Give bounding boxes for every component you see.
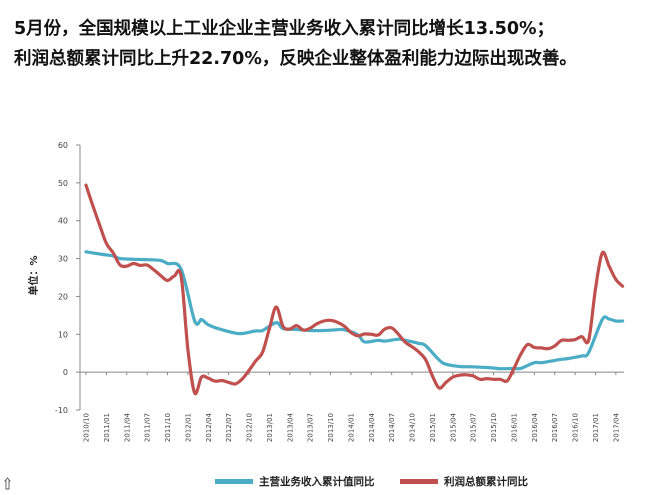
legend-swatch-profit bbox=[400, 479, 438, 484]
x-tick-label: 2016/07 bbox=[551, 413, 559, 442]
legend-label-revenue: 主营业务收入累计值同比 bbox=[259, 476, 375, 488]
legend-item-profit: 利润总额累计同比 bbox=[400, 474, 528, 489]
x-tick-label: 2013/10 bbox=[327, 413, 335, 442]
x-tick-label: 2016/04 bbox=[531, 412, 539, 442]
x-tick-label: 2015/10 bbox=[490, 413, 498, 442]
x-tick-label: 2015/01 bbox=[429, 413, 437, 442]
x-tick-label: 2012/10 bbox=[246, 413, 254, 442]
x-tick-label: 2017/04 bbox=[612, 412, 620, 442]
x-tick-label: 2011/10 bbox=[164, 413, 172, 442]
x-tick-label: 2013/07 bbox=[307, 413, 315, 442]
x-tick-label: 2012/01 bbox=[184, 413, 192, 442]
chart-axes: -10 0 10 20 30 40 50 60 单位：% 2010/10 2011/01 2011/0… bbox=[27, 141, 624, 442]
y-tick-label: 10 bbox=[58, 330, 68, 339]
x-tick-label: 2013/01 bbox=[266, 413, 274, 442]
y-tick-label: 30 bbox=[58, 255, 68, 264]
x-tick-label: 2014/01 bbox=[347, 413, 355, 442]
y-tick-label: 60 bbox=[58, 141, 68, 150]
x-tick-label: 2010/10 bbox=[83, 413, 91, 442]
x-tick-label: 2016/01 bbox=[510, 413, 518, 442]
y-tick-label: -10 bbox=[55, 406, 68, 415]
legend-item-revenue: 主营业务收入累计值同比 bbox=[215, 474, 375, 489]
y-tick-label: 20 bbox=[58, 292, 68, 301]
headline: 5月份，全国规模以上工业企业主营业务收入累计同比增长13.50%； 利润总额累计… bbox=[14, 14, 639, 74]
y-axis-label: 单位：% bbox=[27, 255, 40, 295]
headline-line-1: 5月份，全国规模以上工业企业主营业务收入累计同比增长13.50%； bbox=[14, 19, 555, 39]
x-tick-label: 2014/04 bbox=[368, 412, 376, 442]
x-tick-label: 2016/10 bbox=[572, 413, 580, 442]
headline-line-2: 利润总额累计同比上升22.70%，反映企业整体盈利能力边际出现改善。 bbox=[14, 49, 577, 69]
x-tick-label: 2011/07 bbox=[144, 413, 152, 442]
x-tick-label: 2011/04 bbox=[123, 412, 131, 442]
x-tick-label: 2015/04 bbox=[449, 412, 457, 442]
x-tick-label: 2012/07 bbox=[225, 413, 233, 442]
legend-label-profit: 利润总额累计同比 bbox=[444, 476, 528, 488]
legend-swatch-revenue bbox=[215, 479, 253, 484]
arrow-icon bbox=[4, 477, 11, 490]
y-tick-label: 50 bbox=[58, 179, 68, 188]
y-tick-label: 0 bbox=[63, 368, 68, 377]
x-tick-label: 2012/04 bbox=[205, 412, 213, 442]
series-line-0 bbox=[84, 250, 625, 371]
x-tick-label: 2013/04 bbox=[286, 412, 294, 442]
y-tick-label: 40 bbox=[58, 217, 68, 226]
chart-series bbox=[84, 183, 625, 396]
x-tick-label: 2015/07 bbox=[470, 413, 478, 442]
x-tick-label: 2014/10 bbox=[409, 413, 417, 442]
x-tick-label: 2017/01 bbox=[592, 413, 600, 442]
x-tick-label: 2014/07 bbox=[388, 413, 396, 442]
x-tick-label: 2011/01 bbox=[103, 413, 111, 442]
series-line-1 bbox=[84, 183, 625, 396]
